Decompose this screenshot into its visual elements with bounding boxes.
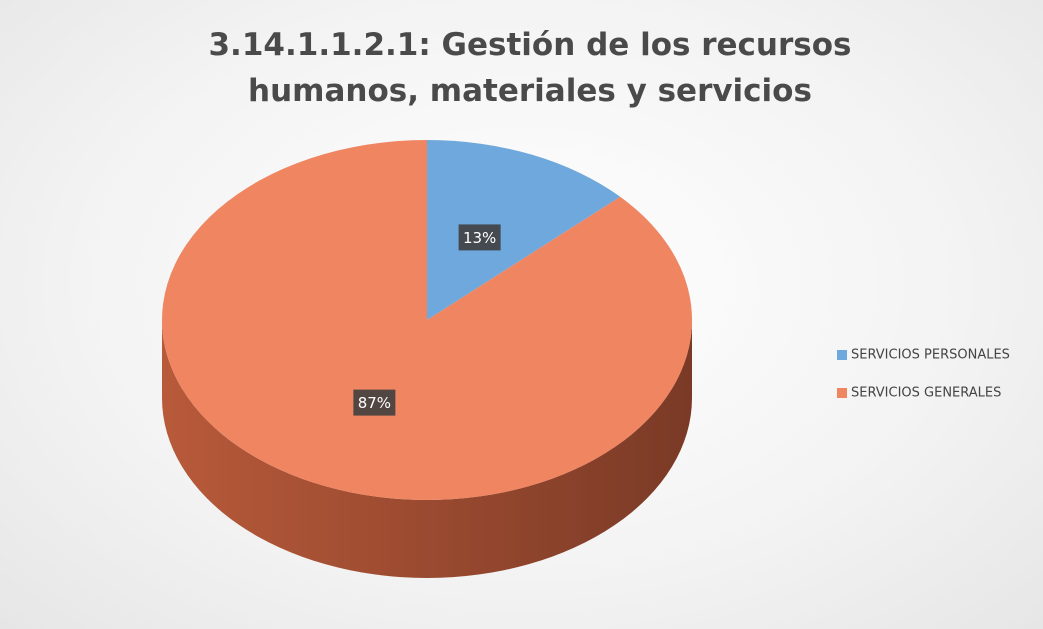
pie-slice bbox=[427, 140, 621, 320]
legend-label: SERVICIOS GENERALES bbox=[851, 386, 1001, 401]
value-label-box bbox=[458, 224, 501, 251]
value-label-box bbox=[353, 389, 396, 416]
pie-slice bbox=[161, 140, 692, 501]
pie-side bbox=[162, 320, 692, 578]
legend-swatch bbox=[837, 350, 847, 360]
value-label: 13% bbox=[463, 229, 496, 247]
value-label: 87% bbox=[358, 394, 391, 412]
legend-label: SERVICIOS PERSONALES bbox=[851, 348, 1010, 363]
legend-swatch bbox=[837, 388, 847, 398]
chart-title: 3.14.1.1.2.1: Gestión de los recursos hu… bbox=[208, 27, 852, 109]
